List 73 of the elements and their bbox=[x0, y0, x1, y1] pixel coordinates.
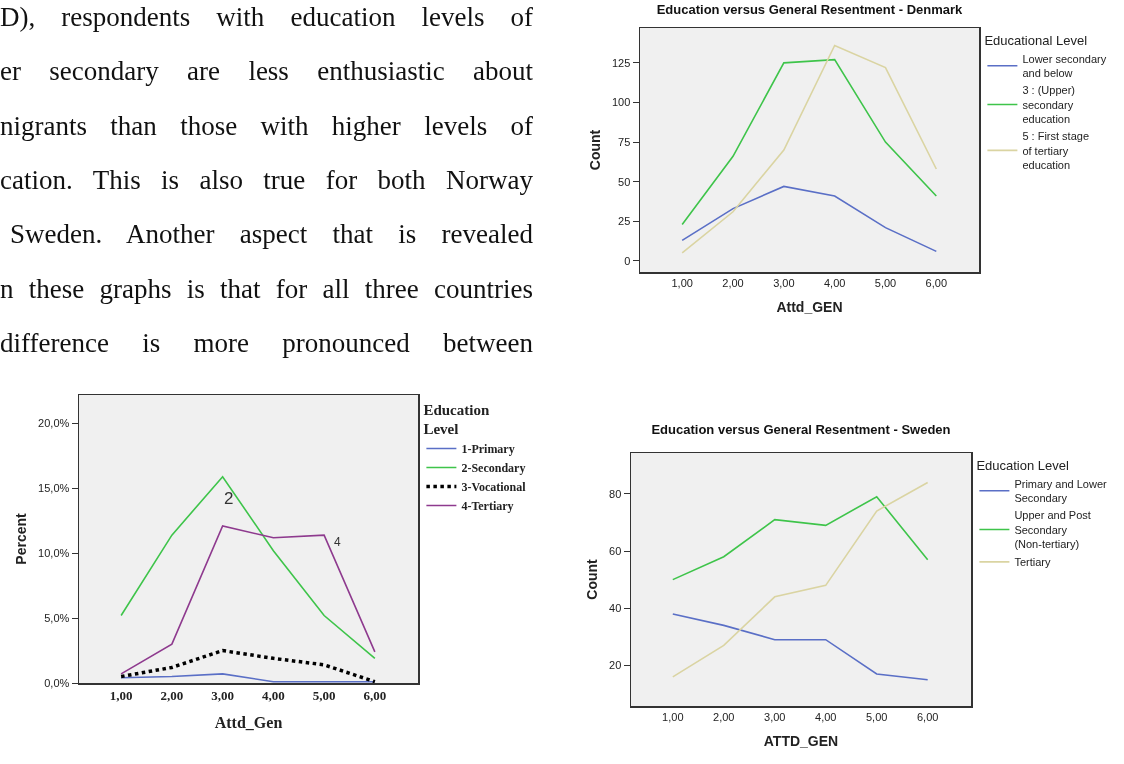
y-tick-label: 80 bbox=[609, 487, 622, 500]
x-tick-label: 1,00 bbox=[662, 710, 684, 723]
line-series bbox=[120, 673, 376, 683]
text: er secondary are less enthusiastic about bbox=[0, 56, 533, 87]
y-tick-label: 75 bbox=[618, 135, 631, 148]
x-axis-title: ATTD_GEN bbox=[763, 732, 839, 749]
line-series bbox=[681, 58, 938, 226]
legend-label: 3 : (Upper) secondary education bbox=[1022, 84, 1075, 126]
line-series bbox=[672, 613, 929, 681]
line-series bbox=[672, 495, 929, 581]
y-tick-label: 10,0% bbox=[38, 547, 70, 560]
y-tick-label: 125 bbox=[611, 56, 631, 69]
y-tick-label: 25 bbox=[618, 215, 631, 228]
legend-label: 4-Tertiary bbox=[461, 499, 514, 514]
x-tick-label: 3,00 bbox=[211, 688, 234, 704]
x-tick-label: 6,00 bbox=[916, 710, 939, 723]
x-tick-label: 6,00 bbox=[363, 688, 387, 704]
x-tick-label: 3,00 bbox=[773, 276, 795, 289]
x-tick-label: 5,00 bbox=[865, 710, 888, 723]
x-tick-label: 4,00 bbox=[261, 688, 285, 704]
y-axis-title: Count bbox=[583, 558, 600, 600]
y-tick-label: 50 bbox=[618, 175, 631, 188]
x-tick-label: 6,00 bbox=[925, 276, 948, 289]
y-tick-label: 20 bbox=[609, 659, 622, 672]
x-tick-label: 1,00 bbox=[671, 276, 693, 289]
annotation: 4 bbox=[334, 535, 341, 549]
x-tick-label: 4,00 bbox=[815, 710, 837, 723]
legend-title: Educational Level bbox=[984, 32, 1088, 48]
text: difference is more pronounced between bbox=[0, 327, 533, 358]
text: Sweden. Another aspect that is revealed bbox=[10, 219, 533, 250]
legend-label: Lower secondary and below bbox=[1022, 52, 1107, 80]
x-tick-label: 5,00 bbox=[312, 688, 336, 704]
line-series bbox=[681, 185, 938, 253]
line-series bbox=[120, 475, 376, 660]
x-tick-label: 1,00 bbox=[109, 688, 133, 704]
legend-label: Primary and Lower Secondary bbox=[1014, 477, 1108, 505]
x-axis-title: Attd_GEN bbox=[776, 298, 843, 315]
legend-label: 3-Vocational bbox=[461, 480, 527, 495]
text: cation. This is also true for both Norway bbox=[0, 164, 533, 195]
chart-title: Education versus General Resentment - Sweden bbox=[651, 421, 951, 437]
x-tick-label: 2,00 bbox=[713, 710, 735, 723]
y-tick-label: 100 bbox=[611, 96, 631, 109]
annotation: 2 bbox=[224, 489, 234, 508]
text: n these graphs is that for all three countries bbox=[0, 273, 533, 304]
y-tick-label: 20,0% bbox=[38, 417, 70, 430]
y-axis-title: Count bbox=[586, 129, 603, 171]
x-tick-label: 2,00 bbox=[722, 276, 744, 289]
legend-title: Education Level bbox=[976, 457, 1070, 473]
line-series bbox=[681, 44, 938, 254]
x-tick-label: 3,00 bbox=[764, 710, 786, 723]
x-tick-label: 4,00 bbox=[823, 276, 846, 289]
text: nigrants than those with higher levels of bbox=[0, 110, 533, 141]
y-tick-label: 40 bbox=[609, 602, 622, 615]
y-tick-label: 15,0% bbox=[38, 482, 70, 495]
x-tick-label: 2,00 bbox=[160, 688, 184, 704]
line-series bbox=[120, 525, 376, 675]
legend-label: 2-Secondary bbox=[461, 461, 526, 476]
y-tick-label: 0 bbox=[624, 254, 631, 267]
y-axis-title: Percent bbox=[12, 512, 29, 565]
text: D), respondents with education levels of bbox=[0, 2, 533, 32]
line-series bbox=[119, 648, 377, 683]
x-axis-title: Attd_Gen bbox=[214, 713, 283, 731]
y-tick-label: 5,0% bbox=[44, 611, 70, 624]
legend-label: 5 : First stage of tertiary education bbox=[1022, 130, 1090, 171]
line-series bbox=[672, 481, 929, 678]
y-tick-label: 0,0% bbox=[44, 676, 70, 689]
y-tick-label: 60 bbox=[609, 544, 622, 557]
legend-label: Upper and Post Secondary (Non-tertiary) bbox=[1014, 509, 1091, 551]
legend-label: Tertiary bbox=[1014, 556, 1051, 569]
legend-title: Education Level bbox=[423, 401, 490, 437]
legend-label: 1-Primary bbox=[461, 442, 515, 457]
chart-title: Education versus General Resentment - Denmark bbox=[656, 1, 964, 17]
x-tick-label: 5,00 bbox=[874, 276, 897, 289]
